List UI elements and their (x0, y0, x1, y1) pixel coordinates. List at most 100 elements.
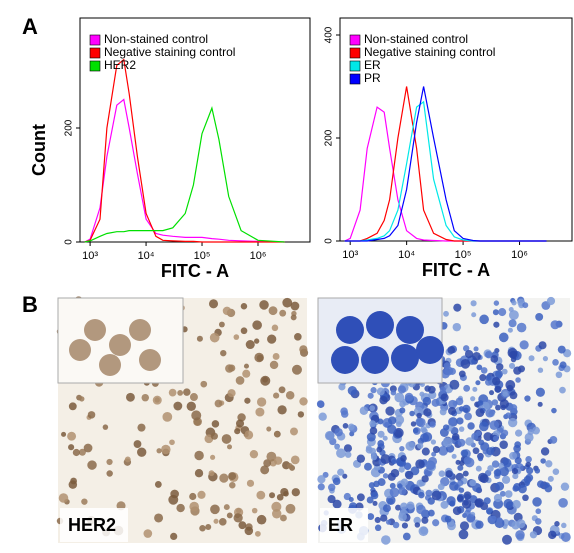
cell (494, 385, 502, 393)
x-axis-label: FITC - A (422, 260, 490, 280)
cell (143, 529, 153, 538)
cell (343, 444, 353, 453)
cell (495, 404, 501, 411)
cell (524, 480, 531, 486)
cell (508, 310, 519, 320)
cell (394, 392, 405, 403)
cell (502, 458, 512, 468)
cell (285, 390, 295, 400)
cell (244, 526, 254, 536)
inset-cell (396, 316, 424, 344)
cell (397, 385, 407, 394)
cell (234, 428, 241, 435)
cell (390, 389, 397, 396)
cell (420, 433, 430, 443)
cell (365, 446, 373, 454)
cell (269, 492, 276, 499)
cell (420, 426, 427, 433)
cell (477, 400, 484, 406)
cell (479, 474, 489, 484)
cell (260, 375, 271, 386)
cell (443, 362, 451, 370)
cell (328, 483, 336, 492)
cell (448, 399, 458, 409)
cell (238, 521, 247, 530)
cell (260, 465, 270, 475)
cell (254, 352, 264, 363)
cell (356, 454, 366, 463)
cell (389, 487, 400, 498)
cell (58, 493, 69, 503)
cell (205, 523, 212, 530)
cell (263, 459, 272, 468)
cell (342, 473, 348, 479)
cell (448, 406, 457, 416)
cell (540, 458, 546, 464)
cell (516, 322, 527, 333)
cell (278, 386, 286, 394)
cell (516, 519, 526, 529)
cell (473, 346, 479, 352)
cell (537, 401, 543, 407)
cell (83, 443, 93, 453)
y-tick-label: 0 (64, 239, 75, 245)
cell (470, 396, 476, 402)
cell (492, 309, 499, 316)
cell (169, 439, 175, 446)
legend-swatch (89, 34, 101, 46)
cell (458, 426, 465, 432)
cell (458, 370, 466, 378)
cell (446, 496, 456, 506)
cell (387, 416, 397, 425)
cell (282, 297, 293, 308)
cell (196, 335, 203, 342)
cell (428, 509, 435, 517)
cell (332, 499, 342, 509)
cell (406, 501, 415, 510)
cell (228, 364, 236, 372)
cell (457, 438, 466, 447)
legend-swatch (349, 47, 361, 59)
cell (380, 514, 388, 522)
cell (404, 392, 414, 402)
cell (452, 433, 460, 441)
cell (414, 522, 421, 528)
label-box (320, 508, 368, 542)
x-tick-label: 10⁶ (250, 250, 267, 262)
cell (256, 397, 267, 407)
cell (318, 412, 327, 421)
cell (464, 457, 475, 468)
cell (106, 458, 113, 466)
cell (508, 319, 517, 328)
cell (545, 460, 553, 468)
cell (154, 513, 164, 523)
cell (510, 356, 517, 363)
panel-label: A (22, 14, 38, 39)
cell (273, 456, 283, 465)
cell (208, 299, 219, 309)
cell (211, 420, 220, 428)
cell (421, 516, 429, 524)
inset-cell (99, 354, 121, 376)
cell (458, 529, 469, 540)
cell (240, 302, 248, 310)
cell (509, 350, 518, 359)
cell (421, 447, 430, 456)
cell (254, 338, 260, 344)
cell (535, 312, 544, 321)
cell (535, 508, 542, 515)
legend-label: Negative staining control (104, 45, 235, 59)
cell (559, 386, 566, 394)
histogram-line (344, 86, 547, 242)
cell (327, 495, 336, 504)
cell (485, 350, 493, 359)
cell (280, 487, 289, 497)
cell (503, 498, 514, 509)
x-axis-label: FITC - A (161, 261, 229, 281)
cell (416, 417, 426, 428)
image-label: ER (328, 515, 353, 535)
cell (476, 364, 483, 371)
cell (244, 397, 251, 404)
cell (459, 521, 470, 531)
cell (552, 468, 560, 475)
